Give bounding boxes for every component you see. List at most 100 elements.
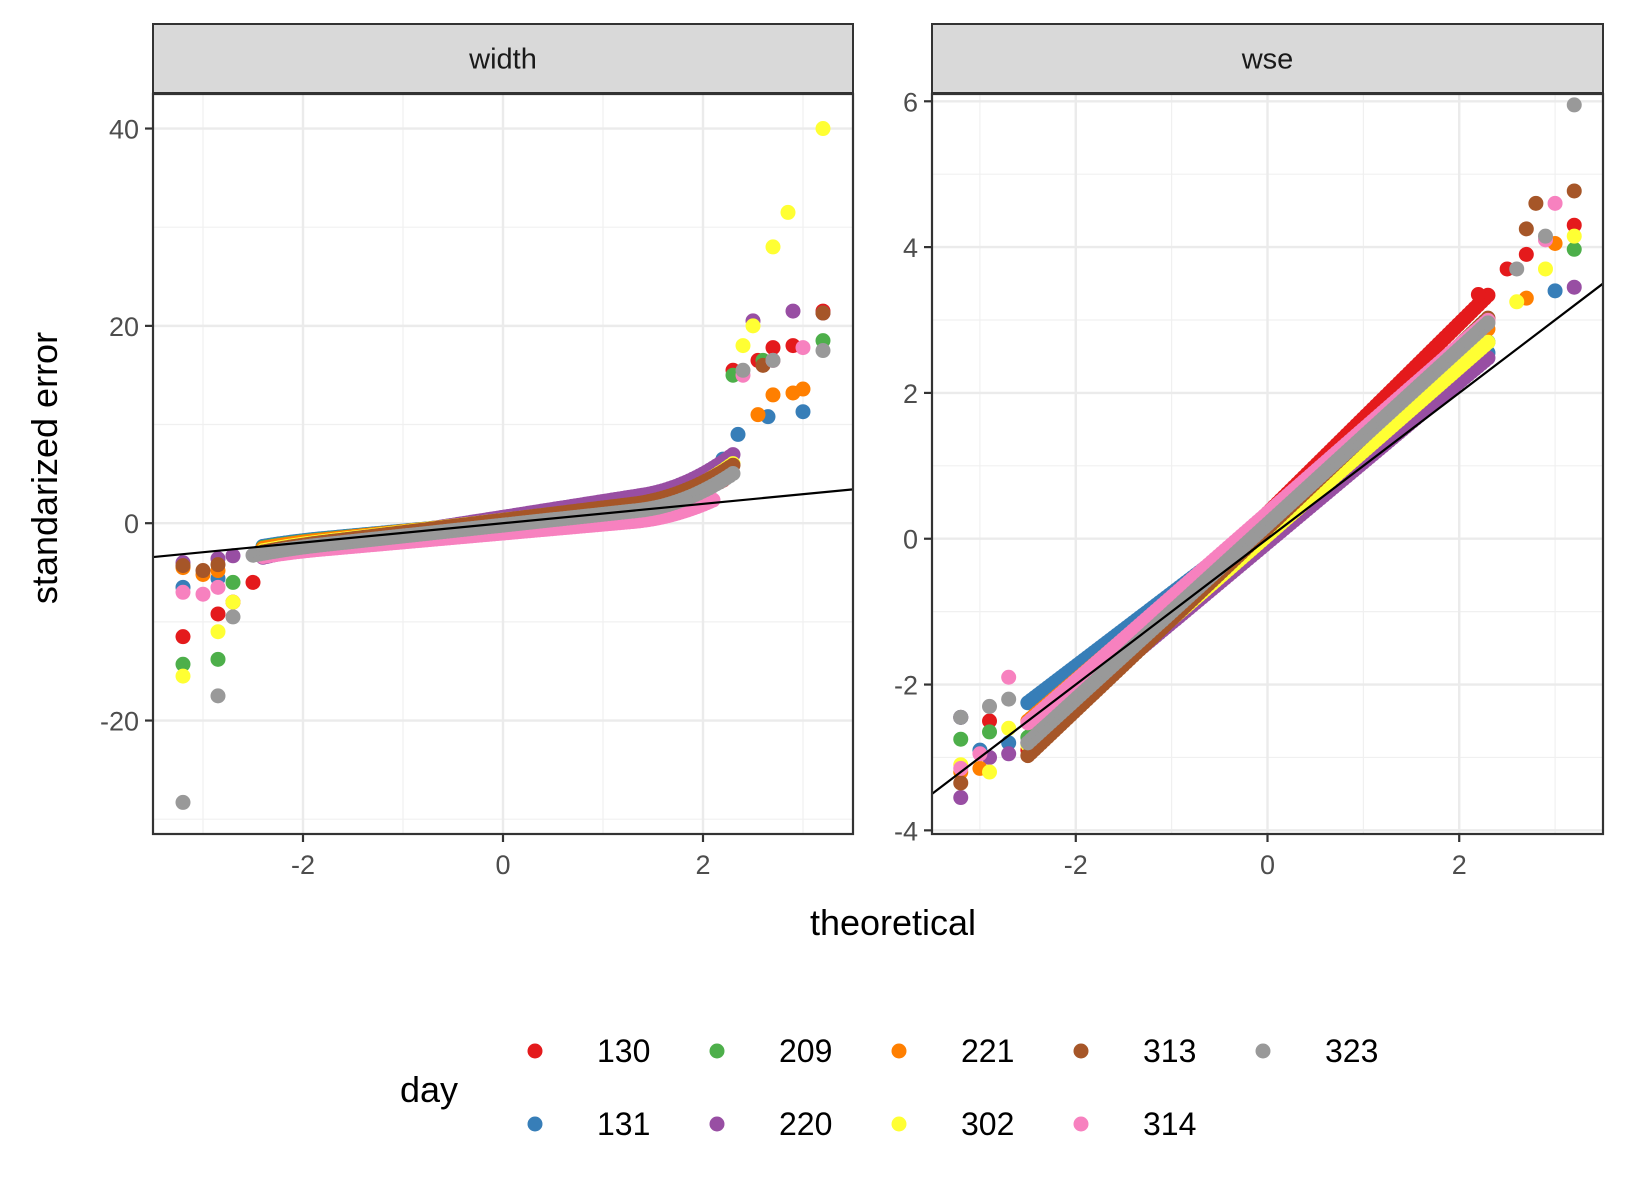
qq-point — [175, 794, 191, 810]
qq-point — [175, 668, 191, 684]
qq-point — [765, 239, 781, 255]
x-tick-label: 0 — [495, 850, 510, 880]
qq-point — [982, 764, 998, 780]
x-tick-label: -2 — [291, 850, 315, 880]
legend-key — [1255, 1043, 1271, 1059]
reference-line — [932, 282, 1603, 795]
qq-point — [1470, 286, 1486, 302]
legend-entry-314: 314 — [1073, 1106, 1196, 1142]
qq-point — [175, 629, 191, 645]
x-tick-label: 0 — [1260, 850, 1275, 880]
facet-strip — [931, 23, 1604, 94]
y-tick-label: 40 — [109, 115, 139, 145]
y-tick-label: -2 — [894, 671, 918, 701]
qq-point — [245, 574, 261, 590]
gridlines — [153, 94, 853, 834]
qq-point — [225, 548, 241, 564]
qq-point — [1566, 279, 1582, 295]
legend-key — [709, 1116, 725, 1132]
qq-point — [1001, 746, 1017, 762]
qq-point — [1509, 261, 1525, 277]
x-tick-label: 2 — [1452, 850, 1467, 880]
qq-point — [1001, 720, 1017, 736]
gridlines — [932, 94, 1603, 834]
qq-point — [972, 746, 988, 762]
legend-key — [527, 1043, 543, 1059]
qq-point — [225, 609, 241, 625]
y-axis-title: standarized error — [24, 332, 65, 604]
qq-point — [765, 340, 781, 356]
legend-entry-313: 313 — [1073, 1033, 1196, 1069]
legend-entry-131: 131 — [527, 1106, 650, 1142]
qq-point — [953, 775, 969, 791]
qq-point — [225, 594, 241, 610]
qq-point — [210, 651, 226, 667]
qq-point — [982, 724, 998, 740]
qq-point — [795, 404, 811, 420]
qq-point — [795, 381, 811, 397]
x-tick-label: -2 — [1064, 850, 1088, 880]
qq-point — [1518, 246, 1534, 262]
qq-point — [795, 340, 811, 356]
legend-key — [891, 1043, 907, 1059]
y-tick-label: -20 — [100, 707, 139, 737]
qq-point — [815, 305, 831, 321]
qq-point — [1566, 241, 1582, 257]
qq-point — [1547, 195, 1563, 211]
qq-point — [735, 338, 751, 354]
panel-wse: wse -2 0 2 -4 -2 0 2 4 6 — [894, 23, 1605, 880]
legend-entry-302: 302 — [891, 1106, 1014, 1142]
qq-point — [815, 121, 831, 137]
qq-point — [1001, 691, 1017, 707]
qq-point — [210, 606, 226, 622]
qq-point — [725, 465, 741, 481]
qq-point — [982, 713, 998, 729]
y-tick-label: 6 — [903, 87, 918, 117]
y-tick-label: -4 — [894, 816, 918, 846]
qq-point — [780, 204, 796, 220]
qq-point — [1566, 183, 1582, 199]
qq-point — [953, 709, 969, 725]
legend-entry-130: 130 — [527, 1033, 650, 1069]
y-tick-label: 0 — [124, 509, 139, 539]
legend-label: 131 — [597, 1106, 650, 1142]
x-tick-label: 2 — [695, 850, 710, 880]
qq-point — [210, 579, 226, 595]
qq-point — [210, 688, 226, 704]
x-axis-title: theoretical — [810, 902, 976, 943]
legend-label: 314 — [1143, 1106, 1196, 1142]
qq-point — [730, 426, 746, 442]
qq-point — [195, 586, 211, 602]
legend-title: day — [400, 1069, 458, 1110]
qq-point — [175, 558, 191, 574]
qq-point — [953, 760, 969, 776]
legend-label: 220 — [779, 1106, 832, 1142]
y-tick-label: 4 — [903, 233, 918, 263]
legend-key — [527, 1116, 543, 1132]
legend-entry-220: 220 — [709, 1106, 832, 1142]
qq-point — [1566, 228, 1582, 244]
qq-point — [765, 387, 781, 403]
legend: day 130 131 209 220 221 302 313 314 323 — [400, 1033, 1378, 1142]
qq-point — [175, 656, 191, 672]
qq-point — [175, 584, 191, 600]
qq-point — [195, 563, 211, 579]
qq-point — [1480, 315, 1496, 331]
y-tick-label: 0 — [903, 525, 918, 555]
facet-strip — [152, 23, 854, 94]
legend-key — [1073, 1043, 1089, 1059]
qq-point — [1566, 97, 1582, 113]
reference-line — [153, 488, 853, 559]
qq-point — [210, 557, 226, 573]
legend-label: 130 — [597, 1033, 650, 1069]
qq-point — [750, 407, 766, 423]
y-tick-label: 2 — [903, 379, 918, 409]
qq-point — [745, 318, 761, 334]
qq-point — [1528, 195, 1544, 211]
qq-point — [815, 343, 831, 359]
points — [953, 97, 1582, 806]
facet-strip-label: wse — [1241, 44, 1294, 76]
qq-point — [953, 790, 969, 806]
